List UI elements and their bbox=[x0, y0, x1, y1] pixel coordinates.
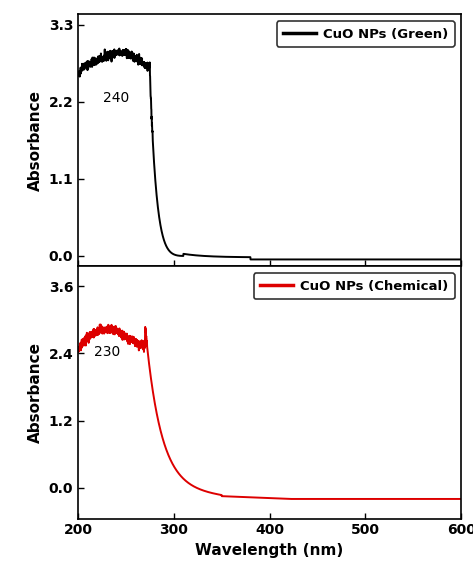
Text: 230: 230 bbox=[94, 345, 120, 359]
Y-axis label: Absorbance: Absorbance bbox=[28, 90, 43, 191]
Legend: CuO NPs (Chemical): CuO NPs (Chemical) bbox=[254, 273, 455, 299]
Legend: CuO NPs (Green): CuO NPs (Green) bbox=[277, 21, 455, 47]
Text: 240: 240 bbox=[103, 91, 130, 105]
X-axis label: Wavelength (nm): Wavelength (nm) bbox=[195, 543, 344, 558]
Y-axis label: Absorbance: Absorbance bbox=[28, 342, 43, 443]
